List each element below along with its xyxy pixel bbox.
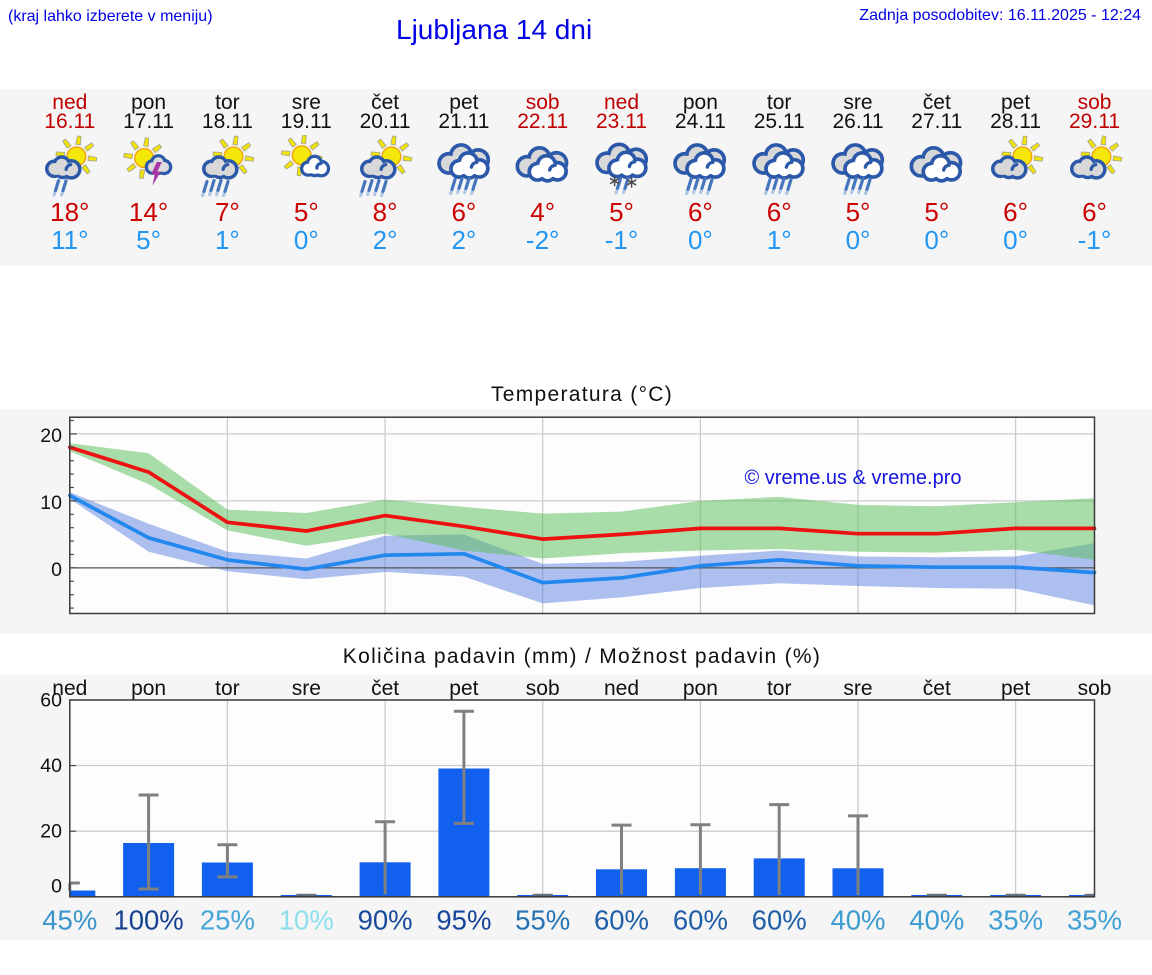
svg-text:45%: 45% — [42, 904, 97, 935]
svg-text:sre: sre — [292, 677, 321, 700]
svg-text:tor: tor — [767, 677, 792, 700]
svg-text:sob: sob — [526, 677, 560, 700]
svg-text:60%: 60% — [752, 904, 807, 935]
svg-text:35%: 35% — [1067, 904, 1122, 935]
svg-text:ned: ned — [604, 677, 639, 700]
svg-text:čet: čet — [371, 677, 399, 700]
svg-text:95%: 95% — [436, 904, 491, 935]
svg-text:60: 60 — [40, 690, 62, 712]
svg-text:tor: tor — [215, 677, 240, 700]
svg-text:90%: 90% — [358, 904, 413, 935]
svg-text:25%: 25% — [200, 904, 255, 935]
svg-text:čet: čet — [923, 677, 951, 700]
svg-text:20: 20 — [40, 425, 62, 447]
svg-text:pon: pon — [683, 677, 718, 700]
svg-text:sob: sob — [1078, 677, 1112, 700]
svg-text:10: 10 — [40, 492, 62, 514]
svg-text:100%: 100% — [113, 904, 183, 935]
svg-text:55%: 55% — [515, 904, 570, 935]
svg-text:0: 0 — [51, 875, 62, 897]
svg-text:pet: pet — [1001, 677, 1030, 700]
svg-text:20: 20 — [40, 821, 62, 843]
svg-text:ned: ned — [52, 677, 87, 700]
svg-text:60%: 60% — [673, 904, 728, 935]
svg-text:10%: 10% — [279, 904, 334, 935]
svg-text:pet: pet — [449, 677, 478, 700]
svg-text:40: 40 — [40, 755, 62, 777]
svg-text:40%: 40% — [909, 904, 964, 935]
svg-text:© vreme.us & vreme.pro: © vreme.us & vreme.pro — [744, 467, 961, 489]
svg-text:pon: pon — [131, 677, 166, 700]
svg-text:sre: sre — [843, 677, 872, 700]
svg-text:35%: 35% — [988, 904, 1043, 935]
svg-text:0: 0 — [51, 559, 62, 581]
svg-text:40%: 40% — [830, 904, 885, 935]
svg-text:60%: 60% — [594, 904, 649, 935]
